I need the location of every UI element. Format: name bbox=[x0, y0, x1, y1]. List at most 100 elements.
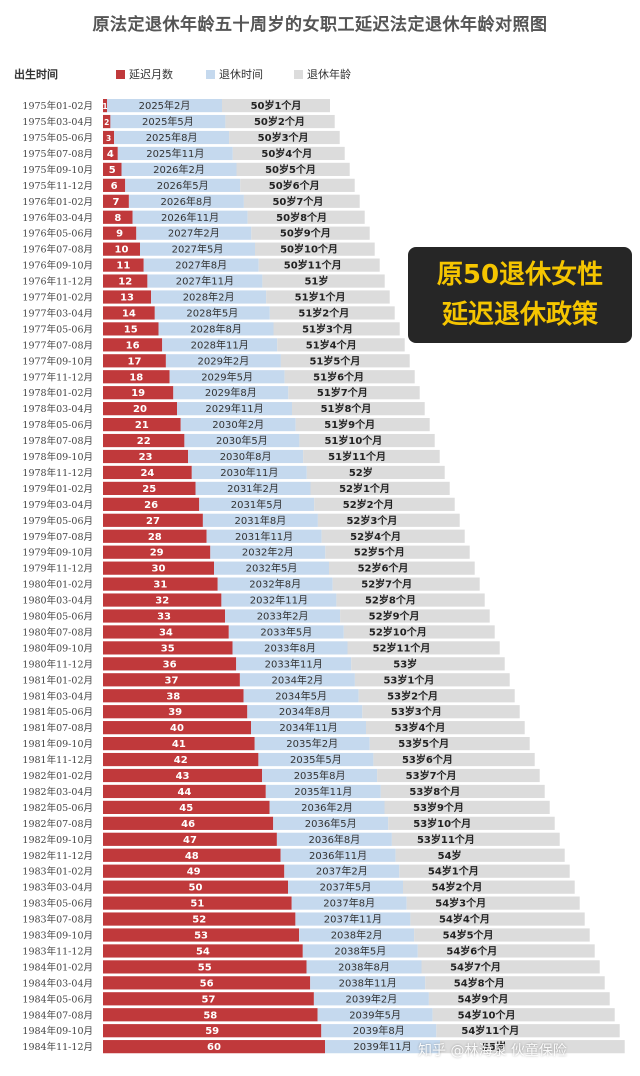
bar-row: 1977年11-12月 18 2029年5月 51岁6个月 bbox=[22, 370, 415, 384]
bar-row: 1979年05-06月 27 2031年8月 52岁3个月 bbox=[22, 513, 460, 527]
retire-time-label: 2026年5月 bbox=[157, 179, 209, 192]
delay-bar bbox=[103, 178, 126, 192]
retire-age-bar bbox=[358, 689, 515, 703]
retire-time-bar bbox=[206, 529, 322, 543]
category-label: 1983年07-08月 bbox=[22, 914, 93, 926]
retire-time-label: 2029年5月 bbox=[201, 370, 253, 383]
bar-row: 1983年01-02月 49 2037年2月 54岁1个月 bbox=[22, 864, 570, 878]
retire-age-label: 54岁11个月 bbox=[461, 1024, 519, 1037]
delay-bar bbox=[103, 242, 140, 256]
retire-time-label: 2038年5月 bbox=[334, 944, 386, 957]
retire-time-bar bbox=[232, 641, 348, 655]
category-label: 1980年03-04月 bbox=[22, 595, 93, 607]
category-label: 1982年07-08月 bbox=[22, 818, 93, 830]
retire-time-bar bbox=[269, 800, 385, 814]
delay-value-label: 50 bbox=[189, 883, 203, 894]
retire-time-label: 2034年2月 bbox=[271, 673, 323, 686]
retire-age-bar bbox=[288, 386, 420, 400]
retire-time-label: 2034年5月 bbox=[275, 689, 327, 702]
category-label: 1979年01-02月 bbox=[22, 483, 93, 495]
retire-time-label: 2038年2月 bbox=[331, 929, 383, 942]
delay-bar bbox=[103, 146, 118, 161]
delay-bar bbox=[103, 992, 314, 1006]
retire-time-bar bbox=[243, 689, 359, 703]
retire-age-bar bbox=[336, 593, 485, 607]
bar-row: 1981年07-08月 40 2034年11月 53岁4个月 bbox=[22, 721, 525, 735]
retire-age-bar bbox=[240, 178, 355, 192]
retire-time-bar bbox=[247, 705, 363, 719]
retire-time-bar bbox=[262, 768, 378, 783]
retire-age-label: 51岁9个月 bbox=[324, 418, 375, 431]
retire-age-label: 51岁3个月 bbox=[302, 322, 353, 335]
bar-row: 1978年01-02月 19 2029年8月 51岁7个月 bbox=[22, 386, 420, 400]
delay-bar bbox=[103, 960, 307, 974]
retire-time-label: 2038年8月 bbox=[338, 960, 390, 973]
delay-bar bbox=[103, 1024, 322, 1038]
retire-time-label: 2037年11月 bbox=[324, 913, 382, 926]
bar-row: 1975年01-02月 1 2025年2月 50岁1个月 bbox=[22, 99, 330, 113]
delay-bar bbox=[103, 832, 277, 846]
retire-time-bar bbox=[136, 226, 252, 240]
retire-time-bar bbox=[114, 130, 230, 145]
retire-time-bar bbox=[258, 752, 374, 767]
retire-age-bar bbox=[432, 1008, 615, 1022]
retire-age-label: 50岁6个月 bbox=[269, 179, 320, 192]
bar-row: 1980年03-04月 32 2032年11月 52岁8个月 bbox=[22, 593, 485, 607]
bar-row: 1978年11-12月 24 2030年11月 52岁 bbox=[22, 465, 445, 480]
retire-age-bar bbox=[384, 800, 550, 814]
retire-age-bar bbox=[229, 130, 340, 145]
retire-time-bar bbox=[177, 402, 292, 416]
retire-time-label: 2030年11月 bbox=[220, 466, 278, 479]
retire-age-label: 51岁6个月 bbox=[313, 370, 364, 383]
delay-value-label: 18 bbox=[129, 372, 143, 383]
bar-row: 1984年03-04月 56 2038年11月 54岁8个月 bbox=[22, 976, 605, 990]
delay-value-label: 28 bbox=[148, 532, 162, 543]
bar-row: 1982年05-06月 45 2036年2月 53岁9个月 bbox=[22, 800, 550, 814]
retire-age-label: 54岁1个月 bbox=[428, 865, 479, 878]
retire-age-bar bbox=[395, 848, 565, 862]
delay-bar bbox=[103, 433, 185, 448]
delay-value-label: 21 bbox=[135, 420, 149, 431]
category-label: 1982年09-10月 bbox=[22, 834, 93, 846]
retire-age-bar bbox=[366, 721, 525, 735]
retire-time-bar bbox=[191, 465, 307, 480]
delay-bar bbox=[103, 784, 266, 799]
retire-age-bar bbox=[225, 114, 335, 129]
category-label: 1984年09-10月 bbox=[22, 1025, 93, 1037]
bar-row: 1980年09-10月 35 2033年8月 52岁11个月 bbox=[22, 641, 500, 655]
delay-bar bbox=[103, 864, 285, 878]
retire-time-bar bbox=[273, 816, 389, 830]
delay-value-label: 41 bbox=[172, 739, 186, 750]
delay-value-label: 4 bbox=[107, 149, 114, 160]
retire-time-label: 2039年5月 bbox=[349, 1008, 401, 1021]
delay-bar bbox=[103, 130, 115, 145]
retire-time-bar bbox=[125, 178, 241, 192]
retire-age-bar bbox=[380, 784, 545, 799]
delay-value-label: 22 bbox=[137, 436, 151, 447]
bar-row: 1978年05-06月 21 2030年2月 51岁9个月 bbox=[22, 418, 430, 432]
delay-bar bbox=[103, 194, 129, 208]
retire-age-label: 55岁 bbox=[482, 1040, 506, 1053]
delay-value-label: 44 bbox=[177, 787, 191, 798]
retire-age-label: 51岁7个月 bbox=[317, 386, 368, 399]
category-label: 1980年09-10月 bbox=[22, 642, 93, 654]
category-label: 1984年11-12月 bbox=[22, 1041, 93, 1053]
bar-row: 1979年03-04月 26 2031年5月 52岁2个月 bbox=[22, 497, 455, 511]
legend-swatch-retire-time bbox=[206, 70, 215, 79]
delay-value-label: 25 bbox=[142, 484, 156, 495]
delay-value-label: 36 bbox=[163, 659, 177, 670]
category-label: 1980年05-06月 bbox=[22, 611, 93, 623]
retire-age-bar bbox=[325, 545, 470, 559]
retire-age-bar bbox=[295, 418, 430, 432]
retire-age-label: 54岁9个月 bbox=[457, 992, 508, 1005]
legend-label-retire-age: 退休年龄 bbox=[307, 68, 351, 81]
delay-value-label: 33 bbox=[157, 612, 171, 623]
bar-row: 1983年03-04月 50 2037年5月 54岁2个月 bbox=[22, 880, 575, 894]
retire-time-bar bbox=[158, 322, 274, 336]
delay-bar bbox=[103, 689, 244, 703]
category-label: 1979年03-04月 bbox=[22, 499, 93, 511]
bar-row: 1982年07-08月 46 2036年5月 53岁10个月 bbox=[22, 816, 555, 830]
delay-value-label: 49 bbox=[187, 867, 201, 878]
retire-time-label: 2032年11月 bbox=[250, 594, 308, 607]
retire-time-label: 2033年11月 bbox=[265, 657, 323, 670]
